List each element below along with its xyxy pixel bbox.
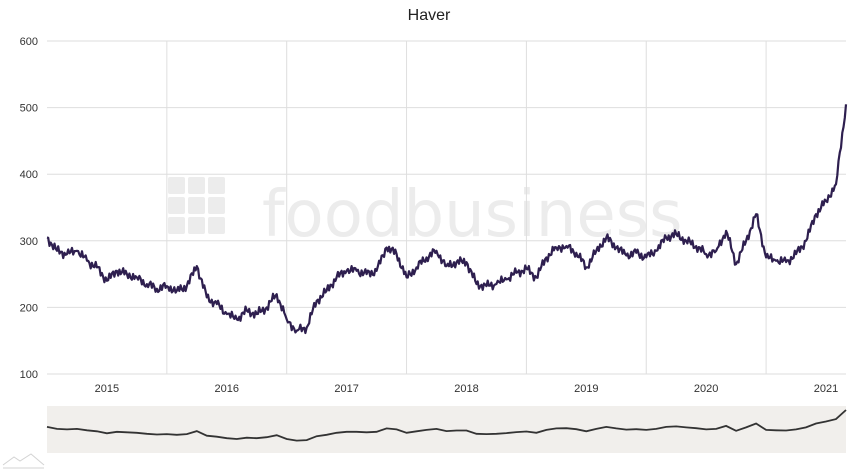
y-tick-label: 400	[20, 169, 38, 181]
chart-title: Haver	[408, 7, 451, 24]
watermark-logo-icon	[168, 177, 225, 234]
x-tick-label: 2021	[814, 383, 838, 395]
x-tick-label: 2016	[215, 383, 239, 395]
mountain-icon	[3, 454, 44, 468]
range-navigator[interactable]	[47, 406, 846, 453]
x-tick-label: 2019	[574, 383, 598, 395]
x-axis-ticks: 2015 2016 2017 2018 2019 2020 2021	[95, 383, 839, 395]
x-tick-label: 2018	[454, 383, 478, 395]
y-tick-label: 100	[20, 369, 38, 381]
x-tick-label: 2020	[694, 383, 718, 395]
y-tick-label: 500	[20, 103, 38, 115]
y-tick-label: 600	[20, 36, 38, 48]
x-tick-label: 2017	[334, 383, 358, 395]
navigator-background[interactable]	[47, 406, 846, 453]
y-tick-label: 200	[20, 302, 38, 314]
x-tick-label: 2015	[95, 383, 119, 395]
y-axis-ticks: 100 200 300 400 500 600	[20, 36, 38, 381]
y-tick-label: 300	[20, 236, 38, 248]
